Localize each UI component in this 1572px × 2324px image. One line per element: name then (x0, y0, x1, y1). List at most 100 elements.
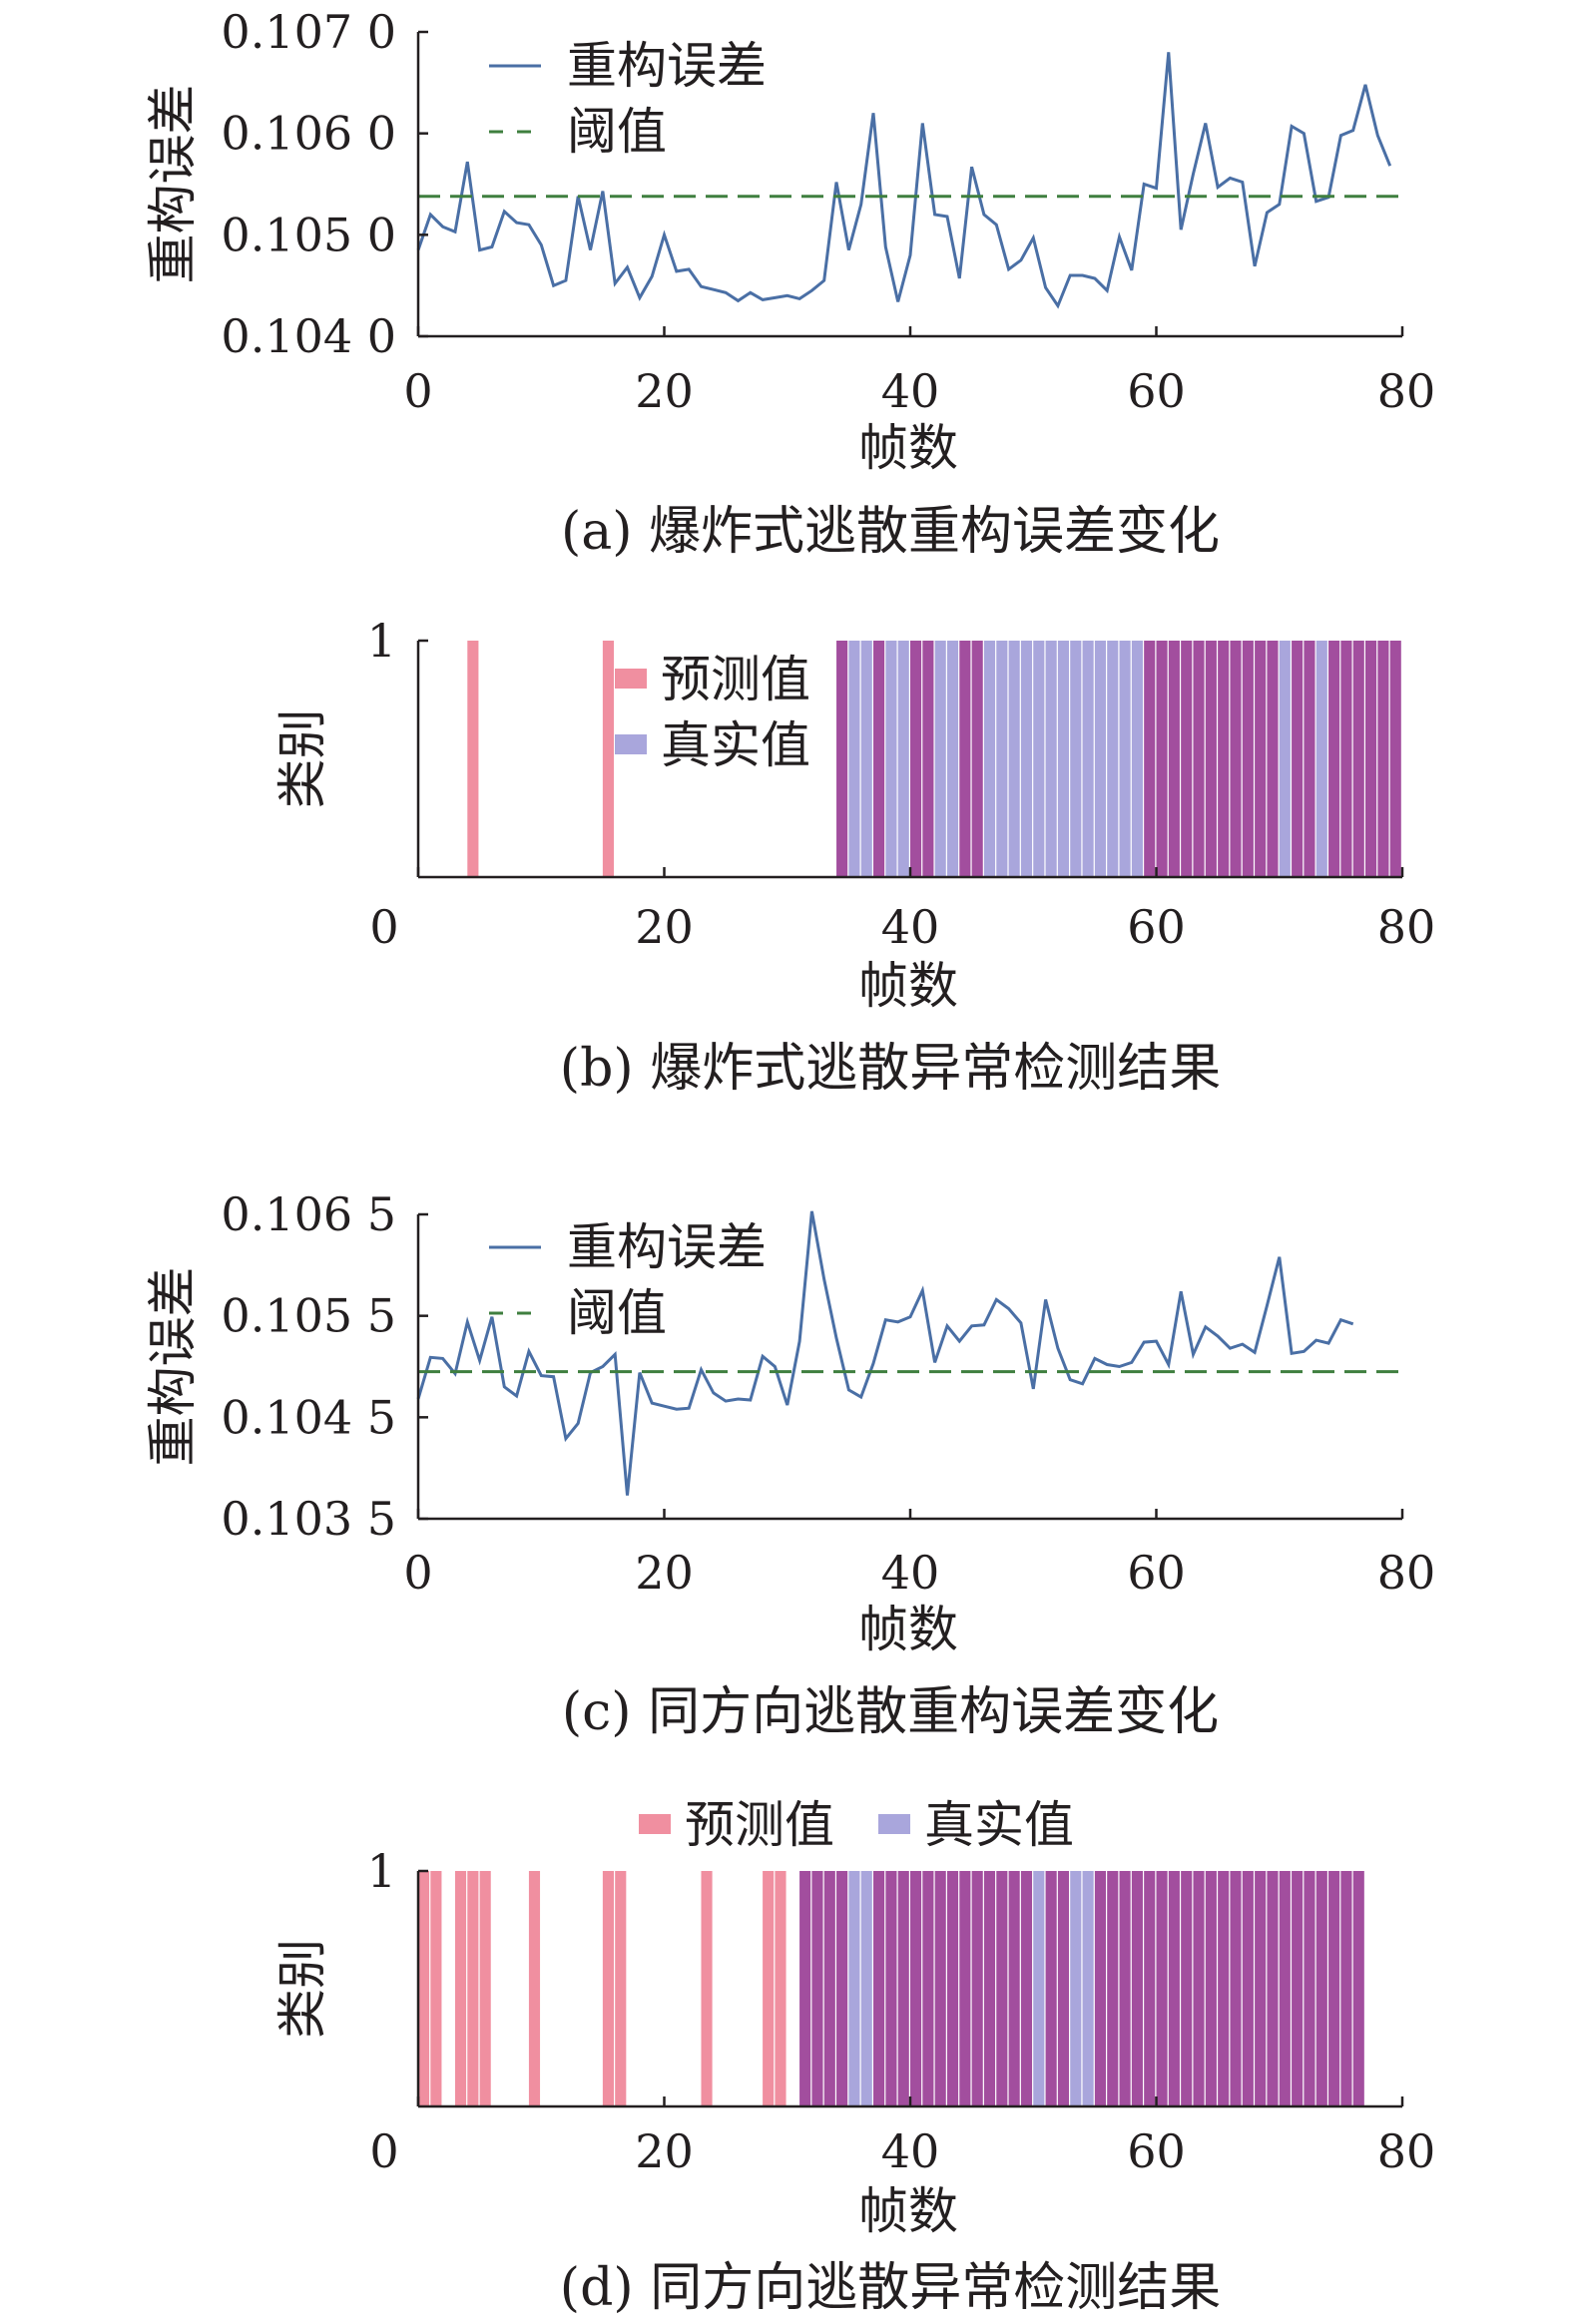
x-tick-label: 20 (635, 2124, 694, 2178)
bar-true-frame-55 (1094, 641, 1106, 877)
bar-overlap-frame-33 (823, 1871, 835, 2106)
y-tick-label: 0.105 5 (221, 1289, 396, 1343)
bar-overlap-frame-71 (1292, 1871, 1304, 2106)
legend-label: 预测值 (661, 651, 810, 708)
y-axis-label: 类别 (273, 709, 331, 809)
bar-true-frame-49 (1020, 641, 1033, 877)
x-tick-label: 0 (369, 900, 398, 954)
x-tick-label: 40 (881, 364, 940, 418)
y-tick-label: 1 (367, 614, 396, 668)
bar-overlap-frame-31 (799, 1871, 811, 2106)
x-tick-label: 0 (403, 364, 432, 418)
bar-overlap-frame-58 (1131, 1871, 1143, 2106)
bar-overlap-frame-69 (1267, 1871, 1279, 2106)
bar-overlap-frame-73 (1315, 1871, 1327, 2106)
y-tick-label: 0.103 5 (221, 1492, 396, 1546)
legend-predicted-swatch (615, 669, 647, 689)
bar-true-frame-54 (1082, 1871, 1094, 2106)
panel-a: 0 20 40 60 80 0.104 0 0.105 0 0.106 0 0.107 0 帧数 重… (144, 5, 1435, 562)
legend-predicted-swatch (639, 1814, 671, 1834)
legend-label: 重构误差 (567, 1218, 767, 1276)
x-tick-label: 60 (1127, 2124, 1186, 2178)
x-tick-label: 60 (1127, 900, 1186, 954)
bar-overlap-frame-34 (836, 1871, 848, 2106)
bar-overlap-frame-51 (1045, 1871, 1057, 2106)
bar-true-frame-58 (1131, 641, 1143, 877)
bar-overlap-frame-60 (1156, 641, 1168, 877)
bar-overlap-frame-78 (1377, 641, 1389, 877)
x-tick-label: 20 (635, 1546, 694, 1600)
legend-label: 真实值 (661, 716, 810, 774)
bar-overlap-frame-72 (1304, 1871, 1315, 2106)
bar-predicted-frame-15 (602, 641, 614, 877)
legend-label: 重构误差 (567, 37, 767, 95)
bar-true-frame-56 (1107, 641, 1119, 877)
y-tick-label: 0.106 5 (221, 1187, 396, 1241)
bar-overlap-frame-47 (996, 1871, 1008, 2106)
bar-overlap-frame-52 (1057, 1871, 1070, 2106)
bar-overlap-frame-45 (971, 641, 983, 877)
legend-true-swatch (878, 1814, 910, 1834)
bar-predicted-frame-3 (454, 1871, 467, 2106)
panel-d: 0 20 40 60 80 1 帧数 类别 (d) 同方向逃散异常检测结果 预测值 真实值 (273, 1796, 1435, 2318)
x-tick-label: 80 (1377, 1546, 1436, 1600)
bar-overlap-frame-65 (1218, 641, 1230, 877)
y-tick-label: 0.104 0 (221, 309, 396, 363)
bar-overlap-frame-41 (922, 641, 934, 877)
panel-caption: (c) 同方向逃散重构误差变化 (562, 1682, 1219, 1742)
bar-overlap-frame-67 (1242, 641, 1254, 877)
bar-overlap-frame-69 (1267, 641, 1279, 877)
x-tick-label: 20 (635, 900, 694, 954)
bar-overlap-frame-37 (873, 1871, 885, 2106)
x-tick-label: 60 (1127, 364, 1186, 418)
bar-overlap-frame-44 (959, 1871, 971, 2106)
bar-true-frame-52 (1057, 641, 1070, 877)
x-axis-label: 帧数 (858, 957, 958, 1015)
x-tick-label: 40 (881, 900, 940, 954)
bar-overlap-frame-77 (1365, 641, 1377, 877)
x-tick-label: 20 (635, 364, 694, 418)
bar-true-frame-35 (848, 1871, 860, 2106)
bar-overlap-frame-46 (983, 1871, 996, 2106)
bar-overlap-frame-70 (1279, 1871, 1291, 2106)
bar-true-frame-51 (1045, 641, 1057, 877)
legend: 预测值真实值 (639, 1796, 1074, 1854)
bar-true-frame-35 (848, 641, 860, 877)
legend-label: 阈值 (567, 103, 667, 161)
bar-overlap-frame-72 (1304, 641, 1315, 877)
x-tick-label: 60 (1127, 1546, 1186, 1600)
bar-overlap-frame-56 (1107, 1871, 1119, 2106)
bar-overlap-frame-57 (1119, 1871, 1131, 2106)
panel-caption: (b) 爆炸式逃散异常检测结果 (560, 1039, 1221, 1099)
x-tick-label: 80 (1377, 900, 1436, 954)
y-axis-label: 重构误差 (144, 1267, 202, 1467)
bar-overlap-frame-63 (1193, 1871, 1205, 2106)
bar-true-frame-36 (860, 1871, 872, 2106)
bar-overlap-frame-49 (1020, 1871, 1033, 2106)
bar-overlap-frame-62 (1181, 1871, 1193, 2106)
bar-overlap-frame-60 (1156, 1871, 1168, 2106)
bar-predicted-frame-15 (602, 1871, 614, 2106)
bar-true-frame-50 (1033, 1871, 1045, 2106)
bar-overlap-frame-66 (1230, 641, 1242, 877)
bar-overlap-frame-61 (1168, 1871, 1180, 2106)
legend-label: 阈值 (567, 1284, 667, 1342)
bar-true-frame-42 (934, 641, 946, 877)
bar-overlap-frame-44 (959, 641, 971, 877)
bar-predicted-frame-4 (467, 641, 479, 877)
bar-overlap-frame-38 (885, 1871, 897, 2106)
legend-label: 真实值 (924, 1796, 1074, 1854)
y-tick-label: 1 (367, 1844, 396, 1898)
bar-overlap-frame-41 (922, 1871, 934, 2106)
bar-overlap-frame-62 (1181, 641, 1193, 877)
bar-overlap-frame-75 (1340, 641, 1352, 877)
bar-overlap-frame-76 (1352, 641, 1364, 877)
bar-overlap-frame-66 (1230, 1871, 1242, 2106)
bar-predicted-frame-28 (763, 1871, 775, 2106)
bar-overlap-frame-65 (1218, 1871, 1230, 2106)
x-tick-label: 0 (403, 1546, 432, 1600)
